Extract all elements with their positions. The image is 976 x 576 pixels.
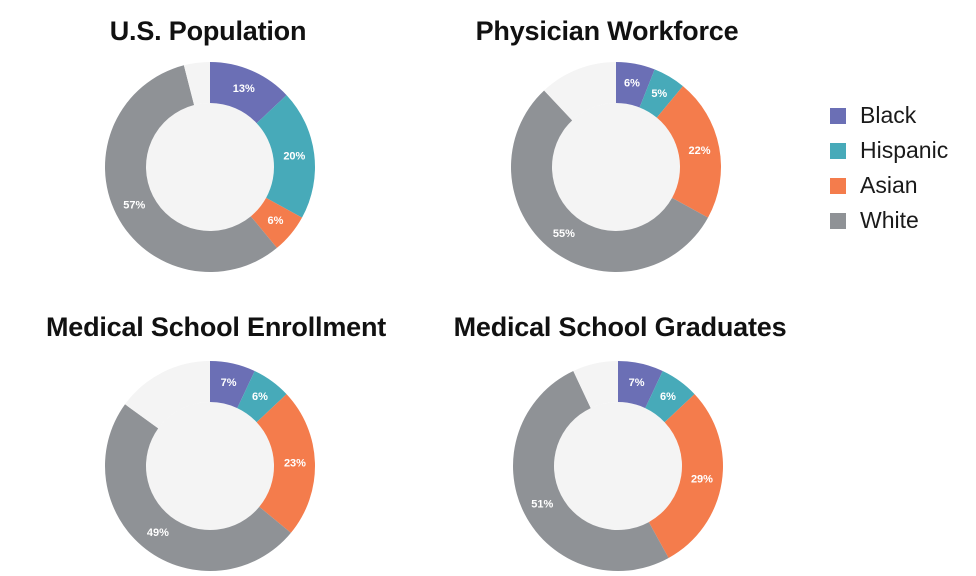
chart-title-us-population: U.S. Population [109,16,307,46]
legend-swatch-asian [830,177,846,194]
donut-chart-medical-school-graduates: 7% 6% 29% 51% [513,361,723,571]
data-label-hispanic: 6% [660,391,676,403]
donut-chart-medical-school-enrollment: 7% 6% 23% 49% [105,361,315,571]
data-label-black: 6% [624,78,640,90]
legend-item-white: White [830,203,948,238]
data-label-white: 51% [531,499,553,511]
donut-slice-hispanic [256,95,315,218]
legend-label: Black [860,102,917,128]
data-label-hispanic: 20% [283,150,305,162]
data-label-black: 13% [233,83,255,95]
chart-title-medical-school-enrollment: Medical School Enrollment [45,312,387,342]
legend-swatch-hispanic [830,142,846,159]
legend-swatch-black [830,107,846,124]
donut-slice-hispanic [645,370,695,423]
donut-slice-asian [250,197,303,248]
donut-slice-hispanic [237,370,287,423]
legend-swatch-white [830,212,846,229]
donut-slice-black [616,62,655,108]
donut-slice-white [513,370,669,571]
data-label-black: 7% [221,377,237,389]
data-label-hispanic: 6% [252,391,268,403]
donut-slice-other [544,62,616,121]
data-label-asian: 6% [268,215,284,227]
data-label-asian: 23% [284,457,306,469]
donut-slice-hispanic [639,69,683,118]
donut-slice-asian [648,394,723,559]
legend: Black Hispanic Asian White [830,98,948,238]
legend-item-black: Black [830,98,948,133]
donut-slice-white [511,90,709,272]
donut-slice-other [125,361,210,429]
data-label-hispanic: 5% [651,88,667,100]
data-label-white: 57% [123,200,145,212]
donut-slice-white [105,65,277,272]
donut-chart-us-population: 13% 20% 6% 57% [105,62,315,272]
donut-chart-physician-workforce: 6% 5% 22% 55% [511,62,721,272]
donut-slice-black [210,361,255,409]
legend-item-asian: Asian [830,168,948,203]
donut-hole [146,103,274,231]
donut-slice-black [210,62,287,124]
donut-slice-black [618,361,663,409]
legend-label: Hispanic [860,137,949,163]
donut-slice-asian [656,86,721,218]
legend-label: Asian [860,172,918,198]
donut-slice-other [183,62,210,106]
data-label-white: 49% [147,527,169,539]
legend-label: White [860,207,919,233]
donut-hole [554,402,682,530]
data-label-asian: 22% [688,145,710,157]
data-label-black: 7% [629,377,645,389]
data-label-white: 55% [553,228,575,240]
donut-hole [146,402,274,530]
donut-hole [552,103,680,231]
donut-slice-asian [256,394,315,533]
chart-title-medical-school-graduates: Medical School Graduates [453,312,787,342]
donut-slice-other [573,361,618,409]
chart-title-physician-workforce: Physician Workforce [475,16,739,46]
legend-item-hispanic: Hispanic [830,133,948,168]
donut-slice-white [105,404,291,571]
data-label-asian: 29% [691,473,713,485]
